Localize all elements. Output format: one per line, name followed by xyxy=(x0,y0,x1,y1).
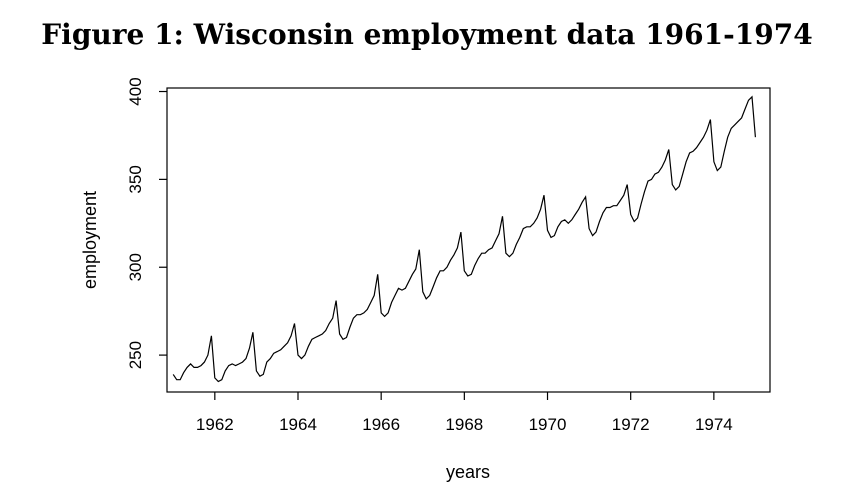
y-tick-label: 350 xyxy=(126,165,145,193)
y-tick-label: 300 xyxy=(126,253,145,281)
y-tick-label: 250 xyxy=(126,341,145,369)
x-tick-label: 1962 xyxy=(196,415,234,434)
y-axis: 250 300 350 400 xyxy=(126,77,167,369)
x-axis: 1962 1964 1966 1968 1970 1972 1974 xyxy=(196,392,733,434)
x-tick-label: 1968 xyxy=(445,415,483,434)
figure-title: Figure 1: Wisconsin employment data 1961… xyxy=(41,18,813,51)
plot-area-box xyxy=(166,87,771,393)
x-axis-label: years xyxy=(446,462,490,482)
employment-series-line xyxy=(172,95,756,383)
y-axis-label: employment xyxy=(80,191,100,289)
x-tick-label: 1964 xyxy=(279,415,317,434)
x-tick-label: 1974 xyxy=(695,415,733,434)
x-tick-label: 1972 xyxy=(612,415,650,434)
y-tick-label: 400 xyxy=(126,77,145,105)
x-tick-label: 1966 xyxy=(362,415,400,434)
x-tick-label: 1970 xyxy=(529,415,567,434)
